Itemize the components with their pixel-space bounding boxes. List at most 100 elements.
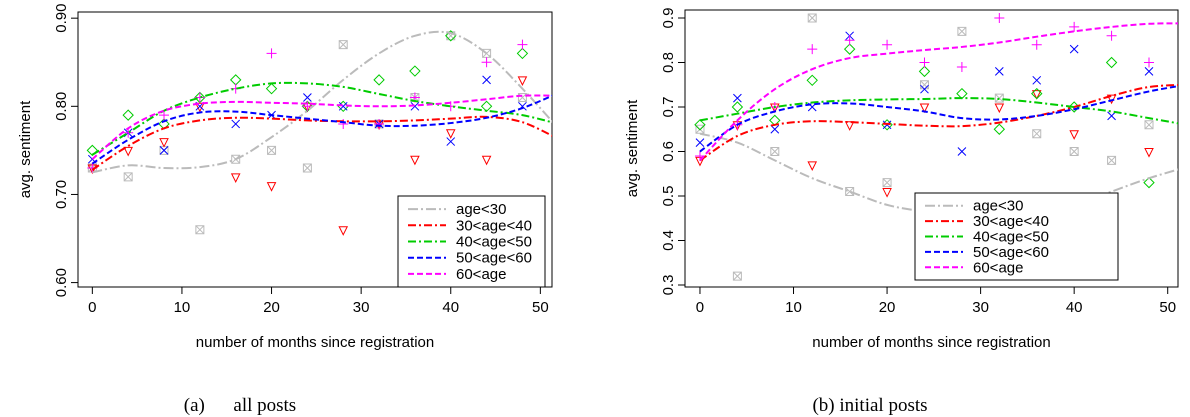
data-point [123,146,133,157]
legend-label: age<30 [973,198,1023,215]
data-point [267,145,277,155]
data-point [1107,155,1117,165]
data-point [195,225,205,235]
data-point [994,103,1005,114]
data-point [957,147,967,156]
data-point [338,226,349,236]
y-tick-label: 0.70 [53,180,70,209]
data-point [159,146,169,155]
trend-line [91,94,552,160]
data-point [843,43,856,55]
trend-line [699,22,1178,162]
data-point [122,109,134,121]
data-point [302,101,313,112]
data-point [338,40,348,50]
data-point [807,44,818,55]
x-tick-label: 0 [696,299,704,316]
data-point [554,138,562,146]
data-point [733,93,742,103]
legend-box [397,195,546,288]
legend-label: 60<age [973,259,1023,276]
caption: (a) all posts [184,395,296,416]
data-point [1144,148,1154,158]
data-point [882,178,892,188]
data-point [553,110,563,120]
x-tick-label: 50 [532,299,549,316]
x-axis-label: number of months since registration [196,334,434,351]
data-point [517,76,528,86]
panel: 0 10 20 30 40 50 0.60 0.70 0.80 0.90 number of mon… [17,4,563,416]
data-point [1031,39,1042,50]
data-point [409,65,421,77]
y-tick-label: 0.60 [53,268,70,297]
data-point [303,93,312,102]
data-point [994,13,1005,24]
data-point [1032,129,1042,139]
data-point [882,39,893,50]
y-axis-label: avg. sentiment [624,99,641,197]
data-point [807,13,817,23]
data-point [1143,176,1155,189]
data-point [1181,124,1190,134]
data-point [919,57,930,68]
data-point [516,47,529,60]
data-point [481,57,492,68]
data-point [338,101,348,111]
data-point [956,61,967,72]
data-point [882,188,892,198]
data-point [694,119,706,131]
data-point [123,172,133,182]
x-axis-label: number of months since registration [812,334,1050,351]
x-tick-label: 0 [88,299,96,316]
data-point [695,138,705,147]
data-point [1106,30,1117,41]
data-point [1182,36,1190,44]
legend-label: 40<age<50 [973,229,1049,246]
legend-label: 30<age<40 [456,217,532,234]
legend-label: 30<age<40 [973,213,1049,230]
data-point [517,39,528,50]
data-point [806,74,818,87]
y-tick-label: 0.3 [660,275,677,296]
data-point [410,101,420,111]
y-tick-label: 0.9 [660,8,677,29]
x-tick-label: 30 [972,299,989,316]
legend-label: age<30 [456,201,506,218]
data-point [265,82,278,95]
data-point [1032,75,1042,85]
data-point [918,65,931,78]
x-tick-label: 20 [879,299,896,316]
data-point [770,147,780,157]
data-point [446,137,456,146]
legend-label: 60<age [456,266,506,283]
data-point [1069,21,1080,32]
caption: (b) initial posts [812,395,927,416]
data-point [1107,111,1116,121]
data-point [159,138,169,148]
data-point [957,26,967,36]
data-point [1069,130,1079,140]
data-point [410,155,420,166]
data-point [553,119,563,129]
data-point [1181,49,1190,59]
data-point [231,119,241,129]
data-point [229,74,242,86]
data-point [482,75,491,85]
data-point [1144,67,1154,76]
x-tick-label: 40 [442,299,459,316]
data-point [230,173,241,183]
x-tick-label: 50 [1159,299,1176,316]
data-point [770,124,780,134]
data-point [266,182,277,192]
data-point [844,35,855,46]
y-tick-label: 0.7 [660,97,677,118]
data-point [1105,56,1118,69]
data-point [86,144,99,157]
data-point [445,129,456,139]
y-tick-label: 0.6 [660,141,677,162]
data-point [844,121,855,131]
legend-label: 40<age<50 [456,234,532,251]
data-point [481,155,492,166]
x-tick-label: 30 [353,299,370,316]
